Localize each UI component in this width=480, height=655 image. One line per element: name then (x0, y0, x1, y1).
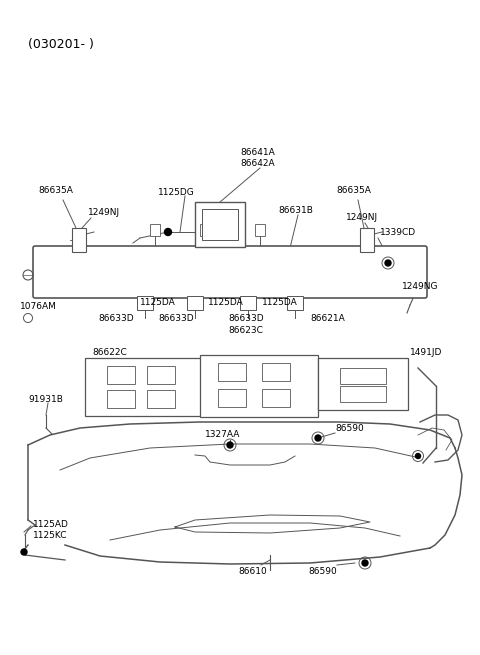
Text: 86590: 86590 (335, 424, 364, 433)
Text: 86635A: 86635A (336, 186, 371, 195)
FancyBboxPatch shape (33, 246, 427, 298)
Bar (340, 368, 386, 384)
Bar (187, 296, 203, 310)
Bar (218, 389, 246, 407)
Text: 86623C: 86623C (228, 326, 263, 335)
Bar (287, 296, 303, 310)
Bar (240, 296, 256, 310)
Text: 86633D: 86633D (98, 314, 133, 323)
Text: 1125DA: 1125DA (208, 298, 244, 307)
Text: (030201- ): (030201- ) (28, 38, 94, 51)
Bar (262, 389, 290, 407)
Circle shape (385, 260, 391, 266)
Bar (218, 363, 246, 381)
Bar (150, 224, 160, 236)
Text: 1125AD: 1125AD (33, 520, 69, 529)
Circle shape (165, 229, 171, 236)
Text: 86633D: 86633D (158, 314, 193, 323)
Bar (200, 355, 318, 417)
Text: 1249NJ: 1249NJ (88, 208, 120, 217)
Text: 86622C: 86622C (92, 348, 127, 357)
Text: 86621A: 86621A (310, 314, 345, 323)
Circle shape (315, 435, 321, 441)
Text: 86610: 86610 (238, 567, 267, 576)
Bar (195, 202, 245, 247)
Text: 86635A: 86635A (38, 186, 73, 195)
Text: 91931B: 91931B (28, 395, 63, 404)
Bar (72, 228, 86, 252)
Bar (262, 363, 290, 381)
Bar (147, 390, 175, 408)
Bar (107, 390, 135, 408)
Bar (255, 224, 265, 236)
Text: 86642A: 86642A (240, 159, 275, 168)
Circle shape (362, 560, 368, 566)
Text: 1491JD: 1491JD (410, 348, 443, 357)
Text: 86631B: 86631B (278, 206, 313, 215)
Circle shape (416, 453, 420, 458)
Text: 1249NG: 1249NG (402, 282, 439, 291)
Bar (107, 366, 135, 384)
Text: 1076AM: 1076AM (20, 302, 57, 311)
Text: 1249NJ: 1249NJ (346, 213, 378, 222)
Text: 1339CD: 1339CD (380, 228, 416, 237)
Bar (202, 209, 238, 240)
Text: 86641A: 86641A (240, 148, 275, 157)
Text: 1125DG: 1125DG (158, 188, 195, 197)
Bar (137, 296, 153, 310)
Text: 86633D: 86633D (228, 314, 264, 323)
Bar (360, 228, 374, 252)
Bar (147, 366, 175, 384)
Bar (85, 358, 203, 416)
Bar (318, 358, 408, 410)
Bar (340, 386, 386, 402)
Text: 1125DA: 1125DA (140, 298, 176, 307)
Text: 1125DA: 1125DA (262, 298, 298, 307)
Text: 1327AA: 1327AA (205, 430, 240, 439)
Text: 1125KC: 1125KC (33, 531, 68, 540)
Circle shape (21, 549, 27, 555)
Circle shape (227, 442, 233, 448)
Text: 86590: 86590 (308, 567, 337, 576)
Bar (200, 224, 210, 236)
